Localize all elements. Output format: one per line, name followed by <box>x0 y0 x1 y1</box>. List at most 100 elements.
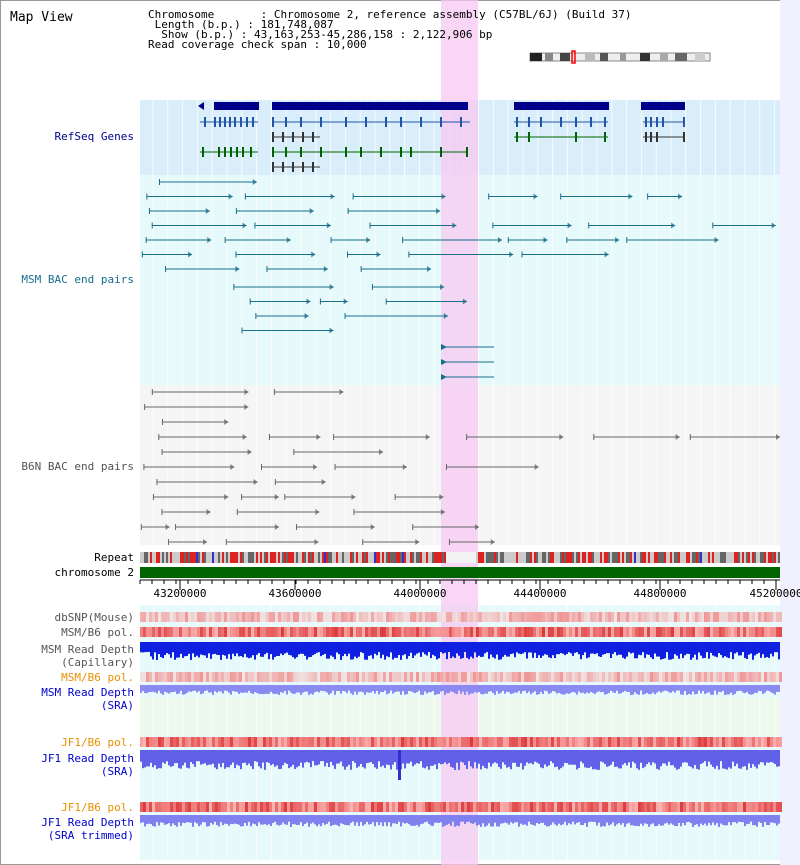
heat-cell <box>224 672 227 682</box>
heat-cell <box>554 737 557 747</box>
heat-cell <box>665 612 668 622</box>
heat-cell <box>467 672 470 682</box>
repeat-mark <box>706 552 708 563</box>
depth-bar <box>256 642 258 655</box>
repeat-mark <box>516 552 518 563</box>
heat-cell <box>344 737 347 747</box>
depth-bar <box>730 642 732 653</box>
depth-bar <box>498 685 500 694</box>
depth-bar <box>686 685 688 695</box>
depth-bar <box>662 642 664 659</box>
heat-cell <box>257 802 260 812</box>
depth-bar <box>460 750 462 762</box>
depth-bar <box>656 642 658 657</box>
depth-bar <box>534 642 536 653</box>
depth-bar <box>470 685 472 694</box>
depth-bar <box>730 685 732 693</box>
depth-bar <box>588 685 590 694</box>
repeat-mark <box>440 552 442 563</box>
depth-bar <box>568 815 570 824</box>
repeat-mark <box>730 552 732 563</box>
depth-bar <box>708 750 710 762</box>
depth-bar <box>670 642 672 660</box>
heat-cell <box>542 737 545 747</box>
heat-cell <box>290 802 293 812</box>
depth-bar <box>646 750 648 765</box>
repeat-mark <box>300 552 302 563</box>
depth-bar <box>452 815 454 822</box>
depth-bar <box>146 815 148 825</box>
heat-cell <box>173 802 176 812</box>
depth-bar <box>552 642 554 656</box>
repeat-mark <box>210 552 212 563</box>
depth-bar <box>168 642 170 655</box>
heat-cell <box>341 802 344 812</box>
repeat-mark <box>296 552 298 563</box>
depth-bar <box>310 815 312 824</box>
depth-bar <box>736 685 738 692</box>
depth-bar <box>412 642 414 659</box>
depth-bar <box>742 815 744 823</box>
bac-end-arrow <box>604 251 609 258</box>
depth-bar <box>478 815 480 825</box>
heat-cell <box>659 672 662 682</box>
heat-cell <box>650 612 653 622</box>
depth-bar <box>356 642 358 659</box>
repeat-mark <box>270 552 272 563</box>
heat-cell <box>524 737 527 747</box>
exon <box>272 162 274 172</box>
depth-bar <box>332 750 334 766</box>
depth-bar <box>330 750 332 762</box>
heat-cell <box>209 612 212 622</box>
heat-cell <box>371 802 374 812</box>
depth-bar <box>680 815 682 827</box>
depth-bar <box>706 750 708 767</box>
repeat-mark <box>504 552 506 563</box>
repeat-mark <box>298 552 300 563</box>
depth-bar <box>374 750 376 768</box>
depth-bar <box>210 685 212 693</box>
depth-bar <box>732 642 734 660</box>
depth-bar <box>196 750 198 762</box>
depth-bar <box>574 750 576 765</box>
depth-bar <box>764 642 766 658</box>
depth-bar <box>348 815 350 826</box>
depth-bar <box>158 685 160 691</box>
repeat-mark <box>624 552 626 563</box>
depth-bar <box>554 685 556 692</box>
heat-cell <box>146 802 149 812</box>
depth-bar <box>734 642 736 654</box>
depth-bar <box>184 750 186 763</box>
heat-cell <box>410 627 413 637</box>
depth-bar <box>506 685 508 692</box>
repeat-mark <box>168 552 170 563</box>
heat-cell <box>410 737 413 747</box>
depth-bar <box>386 685 388 695</box>
depth-bar <box>182 750 184 766</box>
heat-cell <box>215 802 218 812</box>
heat-cell <box>263 612 266 622</box>
heat-cell <box>446 672 449 682</box>
repeat-mark <box>588 552 590 563</box>
depth-bar <box>410 642 412 653</box>
repeat-mark <box>614 552 616 563</box>
heat-cell <box>359 672 362 682</box>
repeat-mark <box>358 552 360 563</box>
depth-bar <box>192 815 194 827</box>
bac-end-arrow <box>440 284 445 290</box>
heat-cell <box>500 802 503 812</box>
heat-cell <box>731 737 734 747</box>
depth-bar <box>524 815 526 825</box>
heat-cell <box>623 612 626 622</box>
heat-cell <box>749 612 752 622</box>
exon <box>246 117 248 127</box>
heat-cell <box>455 802 458 812</box>
heat-cell <box>662 737 665 747</box>
heat-cell <box>719 612 722 622</box>
depth-bar <box>212 642 214 655</box>
depth-bar <box>222 815 224 826</box>
repeat-mark <box>174 552 176 563</box>
depth-bar <box>188 642 190 654</box>
heat-cell <box>302 627 305 637</box>
